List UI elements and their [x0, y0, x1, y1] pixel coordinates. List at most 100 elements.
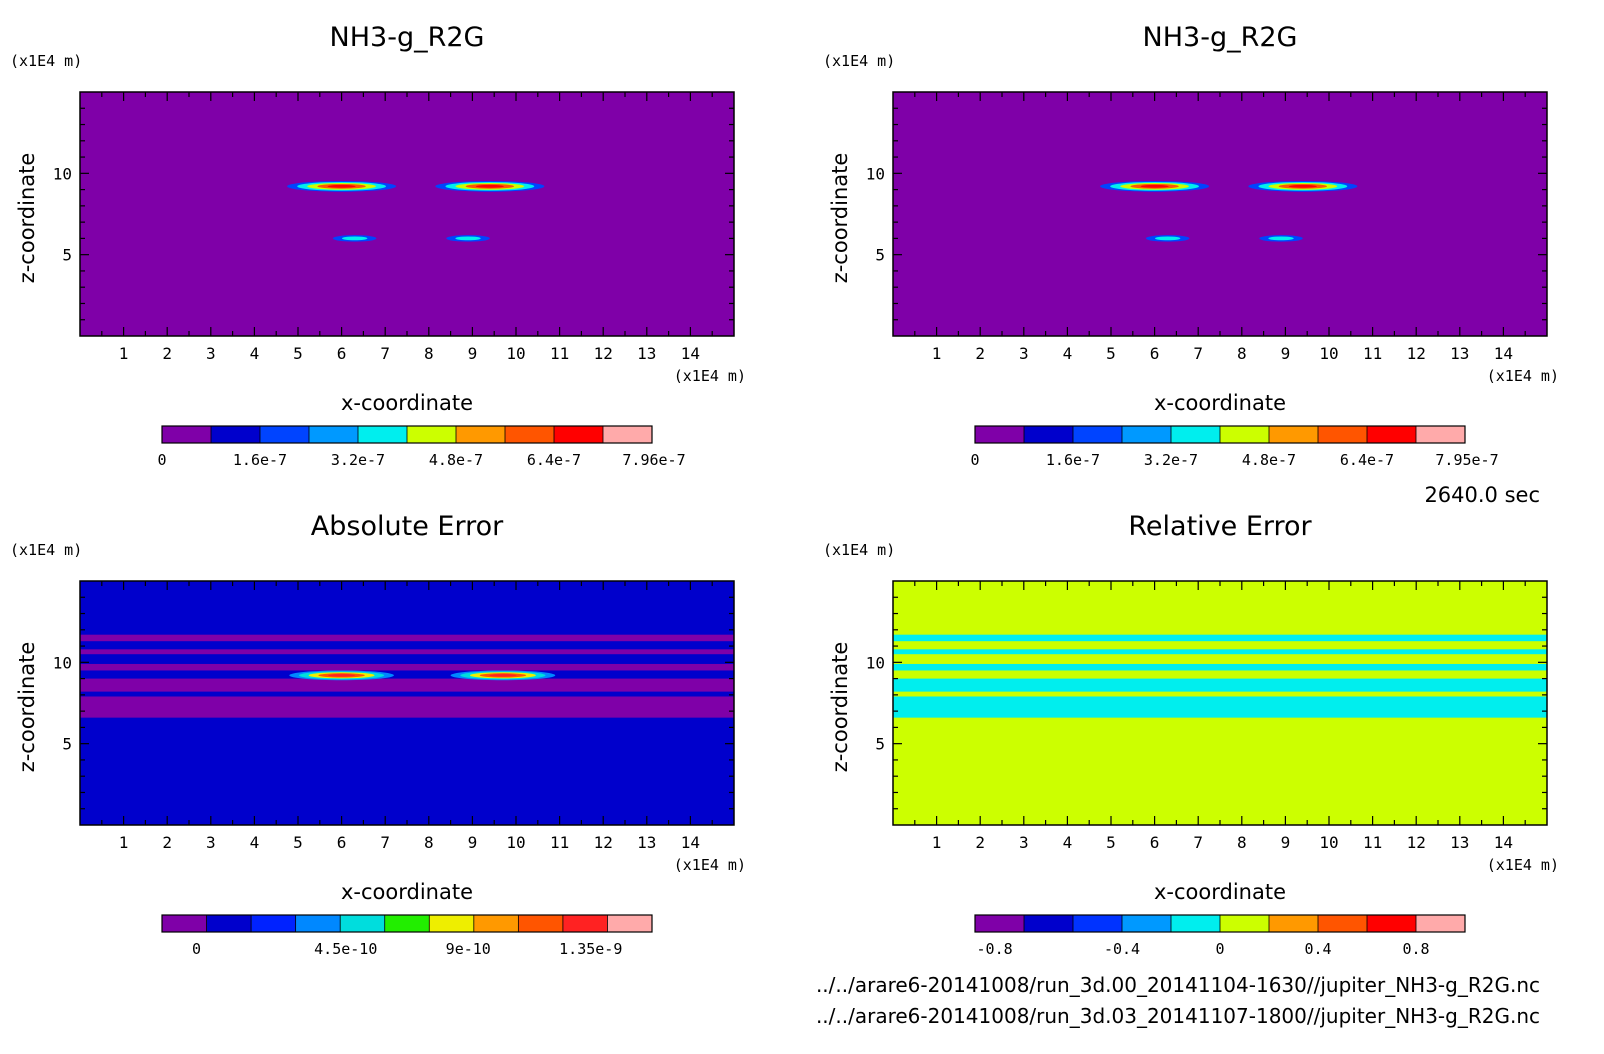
colorbar-swatch: [518, 915, 564, 932]
colorbar-swatch: [407, 426, 457, 443]
colorbar-swatch: [309, 426, 359, 443]
time-label: 2640.0 sec: [1424, 483, 1540, 507]
x-tick-label: 11: [550, 833, 569, 852]
colorbar-label: 1.6e-7: [233, 451, 287, 469]
colorbar-label: -0.8: [977, 940, 1013, 958]
colorbar-label: 0.8: [1402, 940, 1429, 958]
colorbar-swatch: [429, 915, 475, 932]
x-tick-label: 7: [1193, 833, 1203, 852]
x-tick-label: 3: [206, 344, 216, 363]
x-tick-label: 2: [975, 344, 985, 363]
x-tick-label: 8: [424, 833, 434, 852]
x-tick-label: 6: [337, 344, 347, 363]
colorbar-swatch: [358, 426, 408, 443]
colorbar-label: 7.96e-7: [622, 451, 685, 469]
x-tick-label: 14: [1494, 344, 1513, 363]
colorbar-swatch: [1220, 915, 1270, 932]
x-tick-label: 5: [1106, 344, 1116, 363]
x-tick-label: 9: [1281, 344, 1291, 363]
y-tick-label: 10: [866, 164, 885, 183]
colorbar-swatch: [1367, 915, 1417, 932]
contour-band: [80, 696, 734, 718]
colorbar-label: 1.6e-7: [1046, 451, 1100, 469]
panel-2: NH3-g_R2G(x1E4 m)1 2 3 4 5 6 7 8 9 10 11 12 13 14510(…: [823, 22, 1559, 469]
colorbar-swatch: [603, 426, 653, 443]
plot-area: [80, 92, 734, 336]
contour-band: [80, 678, 734, 692]
x-tick-label: 1: [932, 833, 942, 852]
colorbar-label: 1.35e-9: [559, 940, 622, 958]
panel-title: NH3-g_R2G: [330, 22, 485, 53]
x-tick-label: 5: [293, 344, 303, 363]
x-tick-label: 14: [681, 344, 700, 363]
colorbar-swatch: [1024, 426, 1074, 443]
field-background: [893, 92, 1547, 336]
x-axis-label: x-coordinate: [341, 880, 473, 904]
colorbar-swatch: [162, 426, 212, 443]
x-tick-label: 4: [250, 833, 260, 852]
x-tick-label: 4: [1063, 344, 1073, 363]
x-tick-label: 12: [594, 344, 613, 363]
colorbar-swatch: [1171, 426, 1221, 443]
colorbar-swatch: [1171, 915, 1221, 932]
x-tick-label: 2: [975, 833, 985, 852]
x-tick-label: 5: [1106, 833, 1116, 852]
colorbar-label: 4.8e-7: [429, 451, 483, 469]
colorbar-swatch: [340, 915, 386, 932]
colorbar-swatch: [162, 915, 208, 932]
x-tick-label: 14: [1494, 833, 1513, 852]
plot-area: [80, 581, 734, 825]
footer-file-1: ../../arare6-20141008/run_3d.00_20141104…: [816, 973, 1540, 997]
x-tick-label: 1: [932, 344, 942, 363]
contour-band: [80, 663, 734, 671]
x-tick-label: 11: [1363, 833, 1382, 852]
contour-level: [1154, 236, 1181, 241]
x-tick-label: 4: [250, 344, 260, 363]
x-tick-label: 1: [119, 833, 129, 852]
colorbar-label: 0: [1215, 940, 1224, 958]
field-background: [80, 92, 734, 336]
panel-title: NH3-g_R2G: [1143, 22, 1298, 53]
y-tick-label: 10: [53, 653, 72, 672]
y-tick-label: 5: [875, 735, 885, 754]
plot-area: [893, 581, 1547, 825]
contour-level: [341, 236, 368, 241]
colorbar-label: 0: [970, 451, 979, 469]
x-tick-label: 12: [594, 833, 613, 852]
x-tick-label: 9: [468, 344, 478, 363]
x-tick-label: 3: [1019, 833, 1029, 852]
colorbar-swatch: [1269, 915, 1319, 932]
colorbar-swatch: [251, 915, 297, 932]
colorbar-swatch: [1367, 426, 1417, 443]
colorbar-label: 3.2e-7: [1144, 451, 1198, 469]
colorbar-swatch: [1122, 426, 1172, 443]
y-axis-label: z-coordinate: [15, 153, 39, 284]
contour-level: [327, 184, 356, 188]
x-unit-label: (x1E4 m): [674, 367, 746, 385]
y-unit-label: (x1E4 m): [823, 52, 895, 70]
colorbar-swatch: [456, 426, 506, 443]
y-unit-label: (x1E4 m): [10, 52, 82, 70]
x-tick-label: 10: [506, 833, 525, 852]
contour-band: [893, 696, 1547, 718]
contour-band: [893, 678, 1547, 692]
colorbar-swatch: [211, 426, 261, 443]
y-axis-label: z-coordinate: [828, 642, 852, 773]
panel-title: Relative Error: [1128, 511, 1312, 542]
x-tick-label: 11: [550, 344, 569, 363]
colorbar-swatch: [1269, 426, 1319, 443]
x-tick-label: 8: [1237, 833, 1247, 852]
x-axis-label: x-coordinate: [1154, 391, 1286, 415]
x-tick-label: 8: [1237, 344, 1247, 363]
colorbar-swatch: [975, 915, 1025, 932]
y-axis-label: z-coordinate: [15, 642, 39, 773]
colorbar-label: 6.4e-7: [527, 451, 581, 469]
colorbar-swatch: [975, 426, 1025, 443]
contour-level: [1140, 184, 1169, 188]
x-tick-label: 9: [468, 833, 478, 852]
y-unit-label: (x1E4 m): [823, 541, 895, 559]
colorbar: 0 1.6e-7 3.2e-7 4.8e-7 6.4e-7 7.96e-7: [157, 425, 686, 469]
colorbar: -0.8 -0.4 0 0.4 0.8: [974, 914, 1466, 958]
x-tick-label: 6: [1150, 344, 1160, 363]
